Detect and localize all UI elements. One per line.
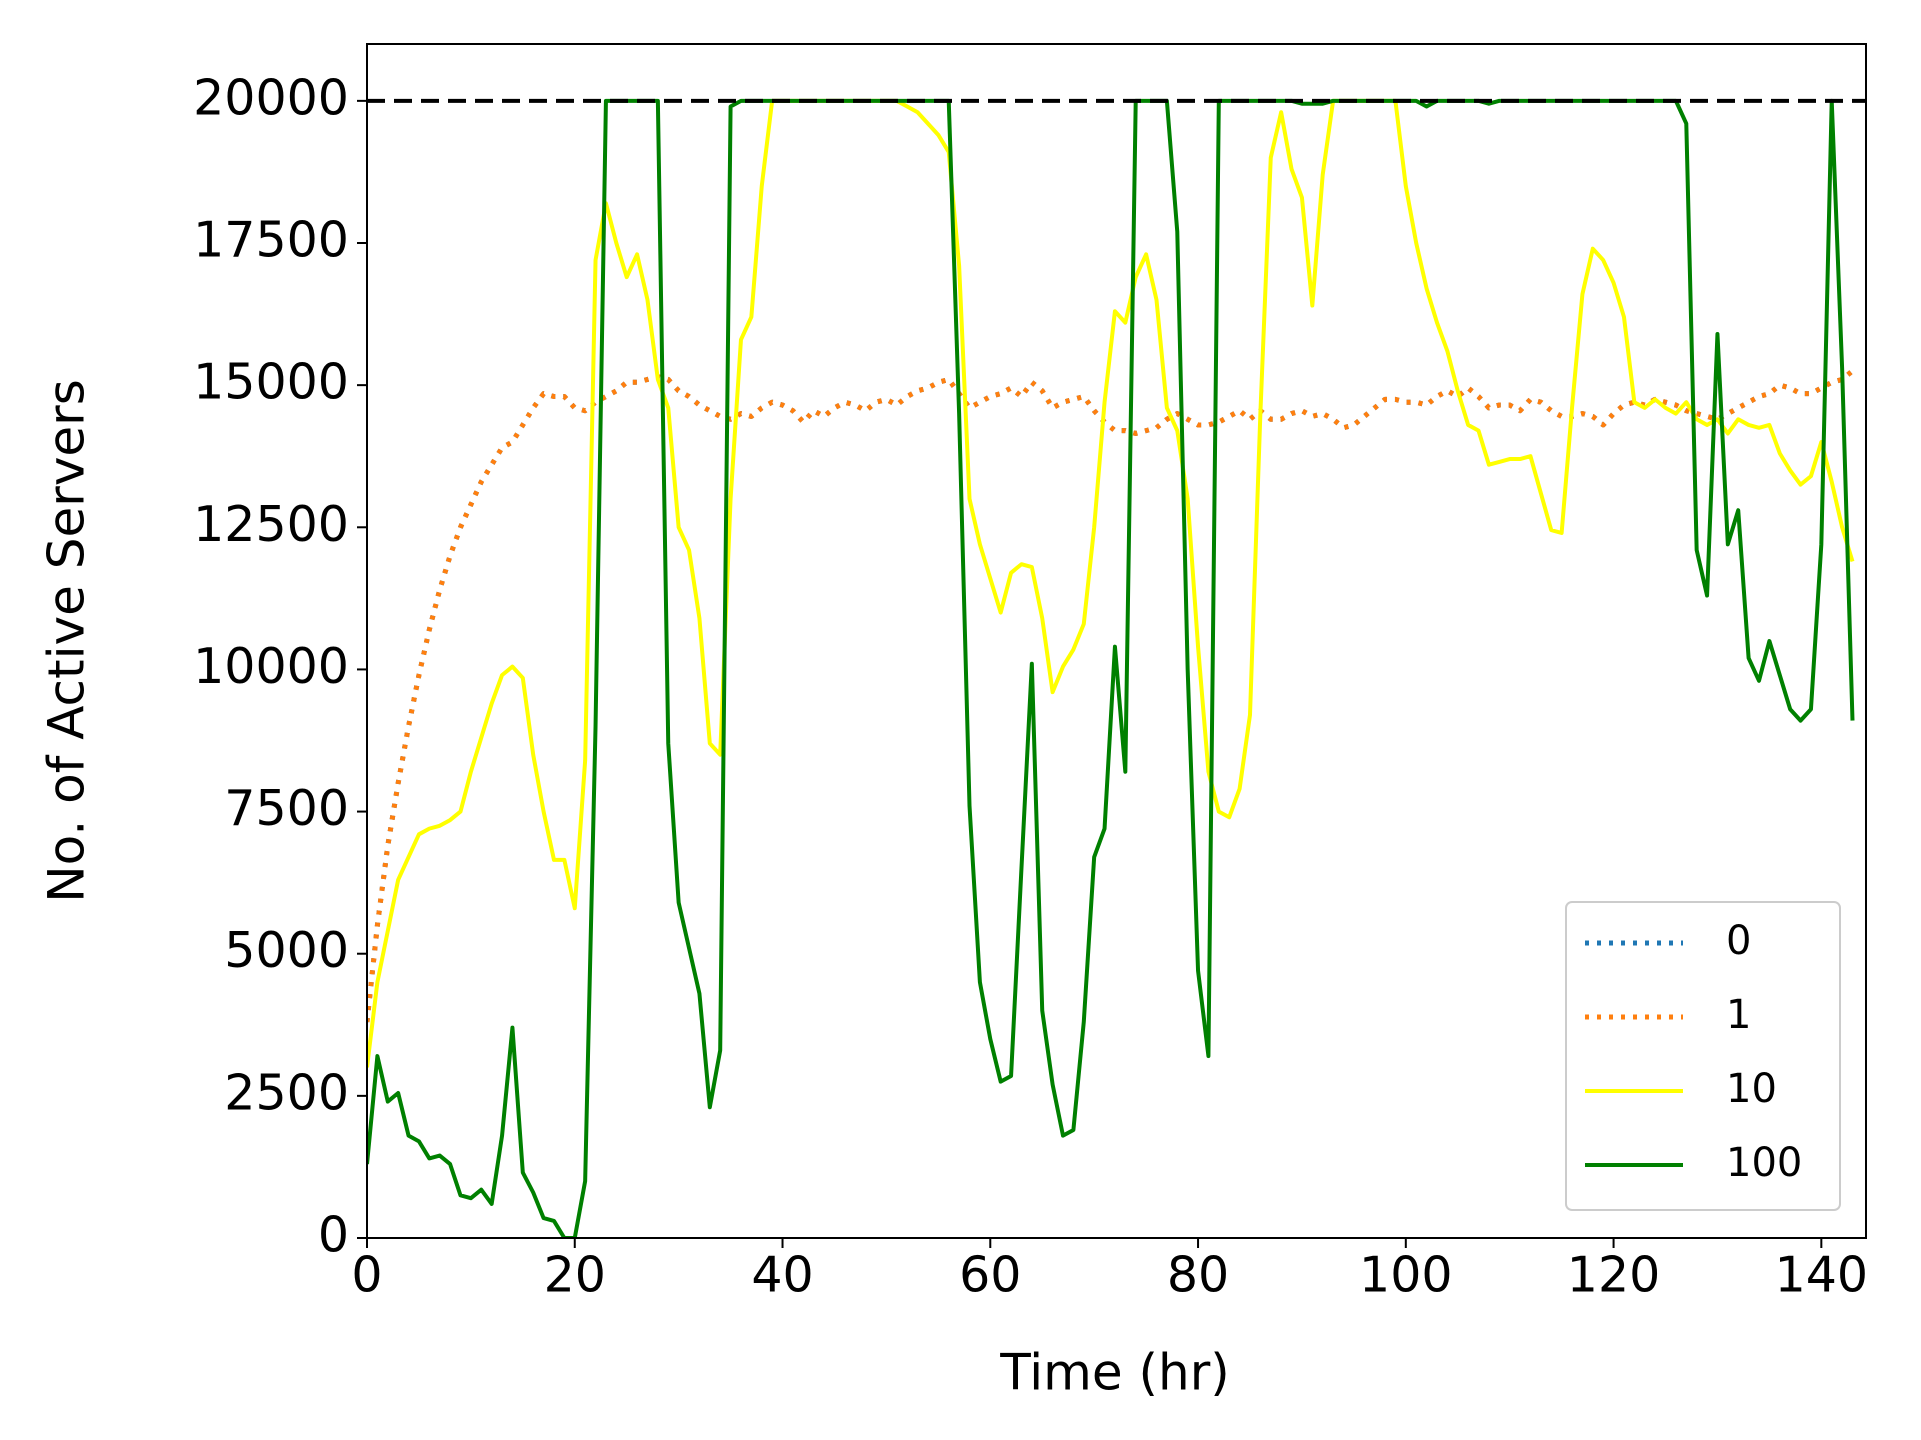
y-axis-label: No. of Active Servers bbox=[38, 379, 96, 903]
legend-label: 100 bbox=[1726, 1140, 1802, 1186]
x-tick-label: 120 bbox=[1567, 1247, 1661, 1304]
y-tick-label: 0 bbox=[318, 1207, 349, 1264]
x-tick-label: 20 bbox=[544, 1247, 606, 1304]
legend-label: 0 bbox=[1726, 918, 1751, 964]
y-tick-label: 5000 bbox=[224, 922, 349, 979]
x-axis-label: Time (hr) bbox=[999, 1344, 1230, 1402]
y-tick-label: 15000 bbox=[193, 354, 349, 411]
y-tick-label: 20000 bbox=[193, 69, 349, 126]
x-tick-label: 100 bbox=[1359, 1247, 1453, 1304]
legend-label: 10 bbox=[1726, 1066, 1777, 1112]
series-line bbox=[367, 98, 1855, 1068]
x-tick-label: 140 bbox=[1775, 1247, 1869, 1304]
x-tick-label: 60 bbox=[959, 1247, 1021, 1304]
plot-frame bbox=[366, 43, 1867, 1239]
x-tick-label: 40 bbox=[751, 1247, 813, 1304]
legend-box bbox=[1565, 901, 1841, 1211]
legend-label: 1 bbox=[1726, 992, 1751, 1038]
y-tick-label: 7500 bbox=[224, 780, 349, 837]
series-line bbox=[367, 368, 1855, 1023]
y-tick-label: 2500 bbox=[224, 1064, 349, 1121]
y-tick-label: 12500 bbox=[193, 496, 349, 553]
y-tick-label: 17500 bbox=[193, 212, 349, 269]
x-tick-label: 0 bbox=[351, 1247, 382, 1304]
y-tick-label: 10000 bbox=[193, 638, 349, 695]
x-tick-label: 80 bbox=[1167, 1247, 1229, 1304]
